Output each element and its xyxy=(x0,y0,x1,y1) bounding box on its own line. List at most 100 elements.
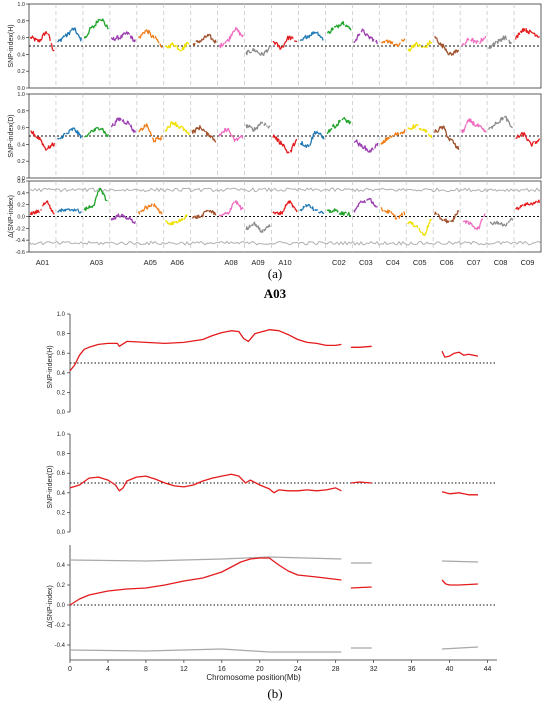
y-axis-label: Δ(SNP-index) xyxy=(8,195,15,238)
chromosome-label: A03 xyxy=(90,258,103,267)
chromosome-trace-c06 xyxy=(434,35,460,56)
panel-b-subplot-1: 1.0 0.8 0.6 0.4 0.2 0.0 SNP-index(H) xyxy=(47,312,497,416)
chromosome-trace-a03 xyxy=(84,126,109,138)
chromosome-trace-a10 xyxy=(272,134,298,154)
chromosome-trace-c01 xyxy=(299,203,325,215)
y-tick-label: -0.6 xyxy=(16,250,25,256)
chromosome-trace-c06 xyxy=(434,209,460,224)
x-axis-label: Chromosome position(Mb) xyxy=(206,673,301,682)
chromosome-trace-c08 xyxy=(487,115,513,130)
y-tick-label: 0.4 xyxy=(57,371,66,377)
y-tick-label: -0.2 xyxy=(55,623,66,629)
chromosome-trace-a07 xyxy=(191,125,217,143)
chromosome-label: A10 xyxy=(278,258,291,267)
x-tick-label: 0 xyxy=(68,666,72,673)
y-tick-label: -0.4 xyxy=(16,238,25,244)
x-tick-label: 44 xyxy=(484,666,492,673)
chromosome-trace-c04 xyxy=(381,38,406,48)
chromosome-trace-c09 xyxy=(515,131,541,147)
chromosome-trace-a03 xyxy=(83,18,109,39)
chromosome-trace-a08 xyxy=(218,200,244,217)
y-tick-label: -0.2 xyxy=(16,226,25,232)
chromosome-trace-c05 xyxy=(407,40,433,52)
chromosome-trace-a06 xyxy=(164,121,190,136)
panel-b-subplot-2: 1.0 0.8 0.6 0.4 0.2 0.0 SNP-index(D) xyxy=(47,432,497,536)
y-tick-label: 0.6 xyxy=(57,351,66,357)
y-tick-label: 0.0 xyxy=(57,410,66,416)
chromosome-label: C02 xyxy=(332,258,346,267)
chromosome-trace-c09 xyxy=(515,199,541,211)
chromosome-trace-a09 xyxy=(245,45,271,57)
panel-a-subplot-2: 1.0 0.8 0.6 0.4 0.2 0.0 SNP-index(D) xyxy=(8,92,542,182)
y-tick-label: 0.4 xyxy=(17,142,25,148)
y-tick-label: 0.6 xyxy=(17,36,25,42)
chromosome-trace-a09 xyxy=(245,121,271,132)
x-tick-label: 28 xyxy=(332,666,340,673)
chromosome-trace-a01 xyxy=(30,130,56,151)
chromosome-label: A05 xyxy=(144,258,157,267)
x-tick-label: 36 xyxy=(408,666,416,673)
chromosome-trace-a05 xyxy=(138,123,163,143)
snp-index-series xyxy=(69,329,479,372)
y-tick-label: 0.6 xyxy=(57,471,66,477)
chromosome-label: C07 xyxy=(467,258,481,267)
y-tick-label: 0.0 xyxy=(17,176,25,182)
chromosome-label: A09 xyxy=(251,258,264,267)
y-tick-label: 0.2 xyxy=(17,69,25,75)
chromosome-label: C08 xyxy=(494,258,508,267)
y-tick-label: 0.8 xyxy=(17,19,25,25)
chromosome-label: C05 xyxy=(413,258,427,267)
y-tick-label: 1.0 xyxy=(57,312,66,318)
chromosome-trace-a01 xyxy=(29,31,55,52)
chromosome-trace-c06 xyxy=(434,125,460,151)
chromosome-trace-a01 xyxy=(29,200,55,216)
y-tick-label: 0.2 xyxy=(57,390,66,396)
x-tick-label: 8 xyxy=(144,666,148,673)
y-tick-label: 0.0 xyxy=(17,86,25,92)
chromosome-trace-a03 xyxy=(83,187,109,212)
y-axis-label: SNP-index(H) xyxy=(47,345,54,388)
y-tick-label: 1.0 xyxy=(17,92,25,98)
y-tick-label: 0.2 xyxy=(17,203,25,209)
y-tick-label: 0.4 xyxy=(17,52,25,58)
chromosome-trace-a06 xyxy=(164,41,190,52)
chromosome-trace-a05 xyxy=(137,29,163,49)
chromosome-trace-a02 xyxy=(57,127,83,140)
upper-confidence-line xyxy=(28,187,542,193)
y-tick-label: 0.4 xyxy=(17,191,25,197)
panel-a-chart: 1.00.80.60.40.20.0SNP-index(H)1.00.80.60… xyxy=(8,2,542,267)
panel-b-title: A03 xyxy=(264,286,287,301)
chromosome-trace-c09 xyxy=(514,27,540,40)
y-tick-label: 0.2 xyxy=(17,159,25,165)
y-tick-label: 0.8 xyxy=(17,109,25,115)
y-tick-label: 0.2 xyxy=(57,510,66,516)
chromosome-trace-c02 xyxy=(326,20,352,34)
x-tick-label: 20 xyxy=(256,666,264,673)
x-tick-label: 24 xyxy=(294,666,302,673)
y-tick-label: 1.0 xyxy=(57,432,66,438)
upper-confidence-line xyxy=(69,556,479,564)
chromosome-trace-c01 xyxy=(299,31,324,41)
y-axis-label: SNP-index(D) xyxy=(47,465,54,508)
chromosome-trace-c08 xyxy=(488,35,513,50)
chromosome-trace-c05 xyxy=(407,123,433,139)
y-axis-label: Δ(SNP-index) xyxy=(47,585,54,628)
lower-confidence-line xyxy=(28,240,542,246)
chromosome-trace-a08 xyxy=(218,127,244,143)
chromosome-trace-c04 xyxy=(380,207,406,220)
chromosome-label: C06 xyxy=(440,258,454,267)
chromosome-trace-c07 xyxy=(462,213,486,231)
y-tick-label: 0.4 xyxy=(57,491,66,497)
chromosome-trace-a09 xyxy=(245,221,271,233)
chromosome-trace-a04 xyxy=(110,213,136,225)
panel-a-subplot-3: 0.6 0.4 0.2 0.0 -0.2 -0.4 -0.6 Δ(SNP-index) xyxy=(8,179,542,256)
panel-b-subplot-3: 0.4 0.2 0.0 -0.2 -0.4 Δ(SNP-index) xyxy=(47,545,497,660)
y-axis-label: SNP-index(H) xyxy=(8,24,15,67)
y-tick-label: -0.4 xyxy=(55,643,66,649)
chromosome-trace-a07 xyxy=(191,209,217,220)
x-tick-label: 4 xyxy=(106,666,110,673)
x-tick-label: 16 xyxy=(218,666,226,673)
y-tick-label: 0.6 xyxy=(17,179,25,185)
y-tick-label: 0.8 xyxy=(57,332,66,338)
chromosome-label: C04 xyxy=(386,258,400,267)
